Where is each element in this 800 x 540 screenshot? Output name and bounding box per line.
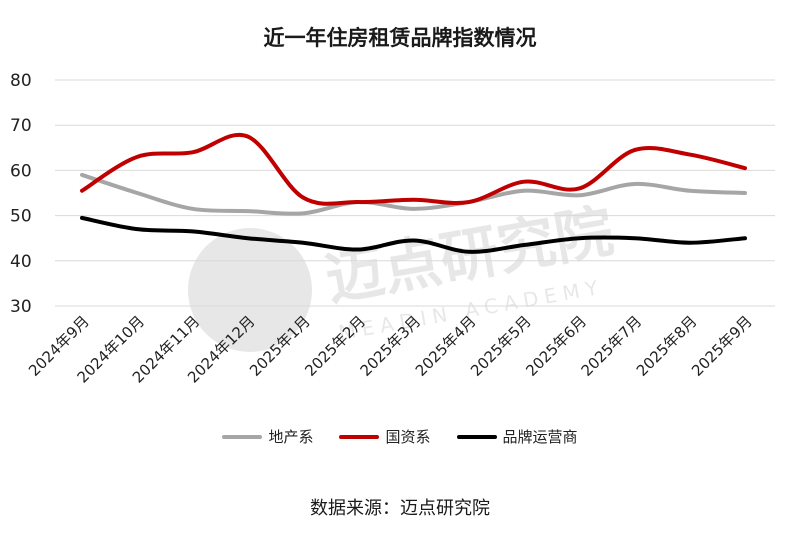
y-tick-label: 60	[10, 161, 32, 181]
chart-title: 近一年住房租赁品牌指数情况	[263, 26, 537, 50]
series-lines	[80, 132, 747, 254]
legend-label: 地产系	[268, 428, 314, 446]
grid-layer	[55, 79, 775, 307]
legend-item: 品牌运营商	[456, 426, 578, 447]
series-line	[80, 132, 747, 206]
x-tick-label: 2025年9月	[688, 312, 756, 380]
legend-swatch	[339, 434, 380, 439]
legend-item: 地产系	[222, 426, 313, 447]
y-tick-label: 50	[10, 207, 32, 227]
legend-swatch	[222, 434, 263, 439]
legend: 地产系 国资系 品牌运营商	[0, 426, 800, 447]
y-tick-label: 80	[10, 71, 32, 91]
source-note: 数据来源：迈点研究院	[310, 498, 490, 519]
y-tick-labels: 30 40 50 60 70 80	[10, 71, 32, 317]
y-tick-label: 30	[10, 297, 32, 317]
y-tick-label: 70	[10, 116, 32, 136]
legend-label: 品牌运营商	[502, 428, 578, 446]
series-line	[80, 215, 747, 254]
legend-label: 国资系	[385, 428, 431, 446]
y-tick-label: 40	[10, 252, 32, 272]
legend-item: 国资系	[339, 426, 431, 447]
legend-swatch	[456, 434, 497, 439]
series-line	[80, 172, 747, 216]
x-tick-labels: 2024年9月2024年10月2024年11月2024年12月2025年1月20…	[25, 312, 756, 386]
